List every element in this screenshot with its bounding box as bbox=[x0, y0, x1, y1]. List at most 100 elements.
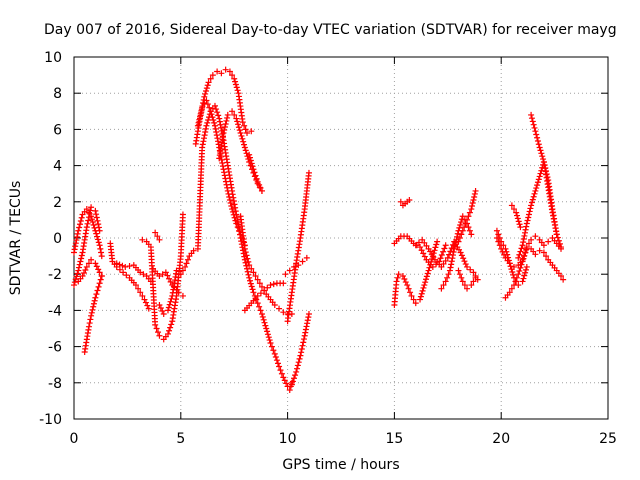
data-point-interp bbox=[252, 172, 259, 179]
data-point-interp bbox=[202, 125, 209, 132]
data-point-interp bbox=[179, 267, 186, 274]
data-point-interp bbox=[423, 242, 430, 249]
data-point bbox=[139, 236, 146, 243]
data-point-interp bbox=[94, 233, 101, 240]
data-point bbox=[96, 280, 103, 287]
data-point-interp bbox=[537, 147, 544, 154]
data-point-interp bbox=[454, 230, 461, 237]
data-point bbox=[156, 273, 163, 280]
data-point bbox=[404, 282, 411, 289]
data-point-interp bbox=[119, 262, 126, 269]
data-point bbox=[515, 271, 522, 278]
data-point-interp bbox=[544, 174, 551, 181]
data-point bbox=[540, 158, 547, 165]
data-point-interp bbox=[93, 230, 100, 237]
data-point-interp bbox=[513, 274, 520, 281]
data-point bbox=[295, 262, 302, 269]
data-point-interp bbox=[293, 365, 300, 372]
data-point bbox=[291, 263, 298, 270]
data-point bbox=[399, 273, 406, 280]
data-point-interp bbox=[211, 119, 218, 126]
data-point bbox=[241, 245, 248, 252]
series-t2 bbox=[71, 206, 105, 260]
data-point-interp bbox=[458, 252, 465, 259]
data-point-interp bbox=[71, 279, 78, 286]
data-point bbox=[88, 312, 95, 319]
y-tick-label: -10 bbox=[39, 412, 62, 428]
data-point bbox=[233, 115, 240, 122]
data-point-interp bbox=[184, 256, 191, 263]
data-point-interp bbox=[516, 221, 523, 228]
data-point-interp bbox=[229, 208, 236, 215]
data-point-interp bbox=[197, 110, 204, 117]
series-t30 bbox=[502, 233, 565, 301]
data-point bbox=[258, 283, 265, 290]
data-point bbox=[96, 242, 103, 249]
data-point bbox=[412, 242, 419, 249]
data-point bbox=[71, 282, 77, 289]
data-point bbox=[98, 273, 105, 280]
data-point-interp bbox=[203, 85, 210, 92]
data-point-interp bbox=[154, 233, 161, 240]
data-point-interp bbox=[423, 276, 430, 283]
data-point-interp bbox=[522, 226, 529, 233]
data-point bbox=[464, 285, 471, 292]
data-point-interp bbox=[272, 354, 279, 361]
y-tick-label: -6 bbox=[48, 340, 62, 356]
data-point bbox=[152, 229, 159, 236]
series-t27 bbox=[455, 267, 479, 292]
data-point-interp bbox=[462, 220, 469, 227]
data-point bbox=[472, 274, 479, 281]
data-point-interp bbox=[214, 109, 221, 116]
data-point-interp bbox=[97, 276, 104, 283]
data-point-interp bbox=[264, 284, 271, 291]
data-point-interp bbox=[418, 290, 425, 297]
data-point-interp bbox=[89, 219, 96, 226]
data-point-interp bbox=[78, 252, 85, 259]
data-point-interp bbox=[458, 216, 465, 223]
data-point-interp bbox=[456, 235, 463, 241]
data-point bbox=[280, 309, 287, 316]
data-point-interp bbox=[207, 75, 214, 82]
data-point-interp bbox=[299, 342, 306, 349]
data-point bbox=[459, 278, 466, 285]
data-point-interp bbox=[219, 163, 226, 170]
data-point-interp bbox=[202, 128, 209, 135]
data-point bbox=[250, 166, 257, 173]
data-point-interp bbox=[264, 331, 271, 338]
y-tick-label: 10 bbox=[44, 50, 62, 66]
data-point-interp bbox=[234, 118, 241, 125]
data-point-interp bbox=[449, 255, 456, 262]
data-point bbox=[442, 278, 449, 285]
data-point-interp bbox=[266, 337, 273, 344]
data-point bbox=[282, 271, 289, 278]
data-point-interp bbox=[199, 141, 206, 148]
data-point-interp bbox=[204, 82, 211, 89]
data-point-interp bbox=[223, 117, 230, 124]
data-point-interp bbox=[520, 236, 527, 243]
data-point bbox=[229, 206, 236, 213]
data-point-interp bbox=[222, 120, 229, 127]
data-point-interp bbox=[402, 279, 409, 286]
data-point bbox=[94, 287, 101, 294]
data-point bbox=[560, 276, 567, 283]
data-point bbox=[271, 301, 278, 308]
data-point bbox=[220, 166, 227, 173]
series-t16 bbox=[241, 280, 287, 314]
data-points bbox=[71, 66, 567, 394]
data-point-interp bbox=[520, 239, 527, 246]
data-point-interp bbox=[535, 176, 542, 183]
data-point bbox=[553, 231, 560, 238]
data-point-interp bbox=[232, 81, 239, 88]
data-point-interp bbox=[213, 106, 220, 113]
data-point-interp bbox=[458, 274, 465, 281]
data-point-interp bbox=[289, 378, 296, 385]
data-point bbox=[254, 178, 261, 185]
data-point-interp bbox=[530, 121, 537, 128]
data-point bbox=[464, 216, 471, 223]
data-point bbox=[442, 242, 449, 249]
data-point-interp bbox=[458, 231, 465, 238]
data-point-interp bbox=[428, 258, 435, 265]
data-point bbox=[207, 108, 214, 115]
data-point bbox=[203, 122, 210, 129]
